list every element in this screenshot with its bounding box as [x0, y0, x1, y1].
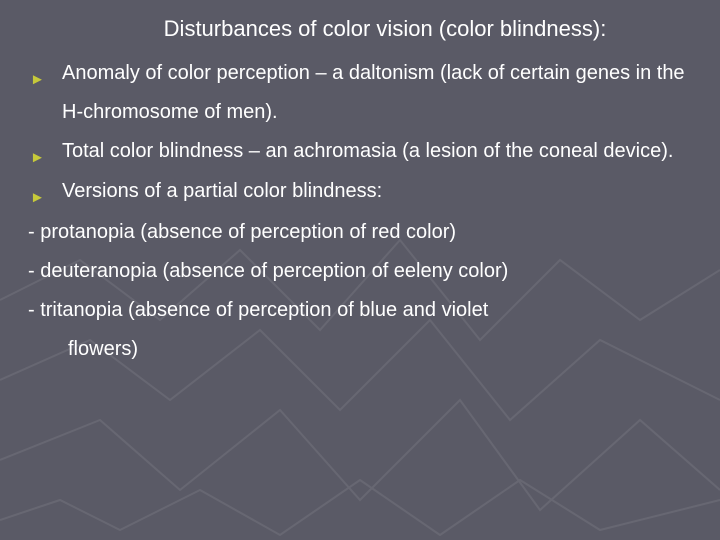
bullet-text: Anomaly of color perception – a daltonis… [62, 54, 692, 132]
bullet-arrow-icon: ► [28, 172, 62, 212]
slide-title: Disturbances of color vision (color blin… [50, 0, 720, 50]
bullet-arrow-icon: ► [28, 132, 62, 172]
slide: Disturbances of color vision (color blin… [0, 0, 720, 540]
bullet-text: Versions of a partial color blindness: [62, 172, 692, 211]
bullet-item: ► Total color blindness – an achromasia … [28, 132, 692, 172]
bullet-item: ► Versions of a partial color blindness: [28, 172, 692, 212]
sub-item: - deuteranopia (absence of perception of… [28, 252, 692, 291]
sub-item: - tritanopia (absence of perception of b… [28, 291, 692, 330]
bullet-item: ► Anomaly of color perception – a dalton… [28, 54, 692, 132]
sub-item-continuation: flowers) [28, 330, 692, 369]
sub-item: - protanopia (absence of perception of r… [28, 213, 692, 252]
slide-body: ► Anomaly of color perception – a dalton… [0, 50, 720, 369]
bullet-arrow-icon: ► [28, 54, 62, 94]
bullet-text: Total color blindness – an achromasia (a… [62, 132, 692, 171]
